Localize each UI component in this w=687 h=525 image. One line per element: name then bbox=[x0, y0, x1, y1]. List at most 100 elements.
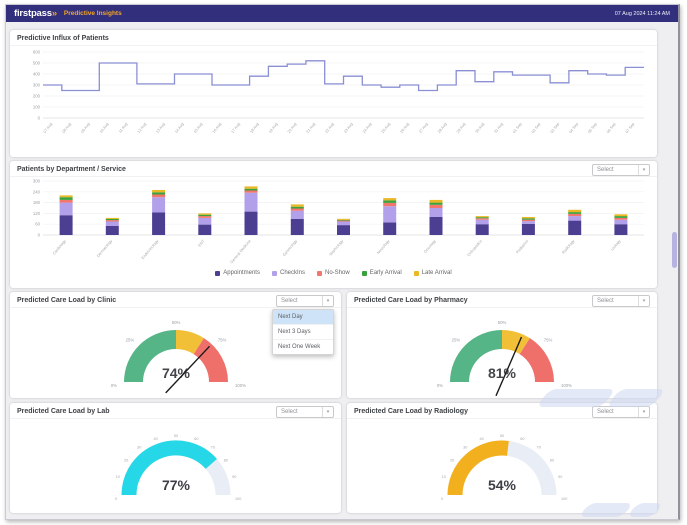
svg-text:General Medicine: General Medicine bbox=[230, 239, 252, 264]
svg-text:Gynecology: Gynecology bbox=[282, 239, 298, 257]
pharmacy-select[interactable]: Select ▾ bbox=[592, 294, 650, 307]
svg-text:25%: 25% bbox=[125, 337, 134, 342]
svg-text:12 Aug: 12 Aug bbox=[137, 122, 147, 134]
svg-text:24 Aug: 24 Aug bbox=[362, 122, 372, 134]
menu-item-next-3-days[interactable]: Next 3 Days bbox=[273, 325, 333, 340]
svg-text:400: 400 bbox=[33, 72, 41, 77]
menu-item-next-one-week[interactable]: Next One Week bbox=[278, 343, 321, 350]
influx-step-line-chart: 0 100 200 300 400 500 600 07 Aug 08 Aug 09 Aug 10 … bbox=[10, 46, 657, 150]
svg-text:09 Aug: 09 Aug bbox=[80, 122, 90, 134]
svg-text:0: 0 bbox=[441, 497, 443, 501]
svg-text:Cardiology: Cardiology bbox=[52, 239, 67, 256]
svg-text:90: 90 bbox=[232, 475, 236, 479]
svg-text:10 Aug: 10 Aug bbox=[99, 122, 109, 134]
svg-text:50: 50 bbox=[173, 434, 177, 438]
page-title: Predictive Insights bbox=[63, 10, 122, 17]
menu-item-next-day[interactable]: Next Day bbox=[273, 309, 333, 325]
legend-item-appointments: Appointments bbox=[215, 270, 260, 276]
svg-text:30: 30 bbox=[137, 445, 141, 449]
svg-text:300: 300 bbox=[33, 179, 41, 184]
svg-text:80: 80 bbox=[223, 458, 227, 462]
svg-text:20 Aug: 20 Aug bbox=[287, 122, 297, 134]
svg-text:Radiology: Radiology bbox=[561, 239, 575, 255]
svg-text:13 Aug: 13 Aug bbox=[155, 122, 165, 134]
card-care-load-pharmacy: Predicted Care Load by Pharmacy Select ▾… bbox=[347, 292, 657, 398]
select-label: Select bbox=[597, 166, 614, 173]
svg-text:100: 100 bbox=[33, 105, 41, 110]
svg-text:0%: 0% bbox=[110, 383, 116, 388]
svg-text:06 Sep: 06 Sep bbox=[606, 122, 617, 134]
svg-text:23 Aug: 23 Aug bbox=[343, 122, 353, 134]
svg-text:70: 70 bbox=[537, 445, 541, 449]
svg-text:11 Aug: 11 Aug bbox=[118, 122, 128, 134]
svg-text:300: 300 bbox=[33, 83, 41, 88]
svg-text:02 Sep: 02 Sep bbox=[531, 122, 542, 134]
svg-text:Neurology: Neurology bbox=[376, 239, 390, 255]
legend-swatch bbox=[361, 270, 367, 276]
svg-text:0: 0 bbox=[114, 497, 116, 501]
svg-text:17 Aug: 17 Aug bbox=[231, 122, 241, 134]
logo-chevrons-icon: » bbox=[51, 8, 57, 19]
svg-text:500: 500 bbox=[33, 61, 41, 66]
card-head: Predicted Care Load by Clinic Select ▾ N… bbox=[10, 292, 341, 355]
chevron-down-icon: ▾ bbox=[638, 406, 649, 417]
legend-label: Early Arrival bbox=[369, 270, 402, 276]
svg-text:75%: 75% bbox=[217, 337, 226, 342]
legend-item-no-show: No-Show bbox=[317, 270, 350, 276]
lab-select[interactable]: Select ▾ bbox=[276, 405, 334, 418]
svg-text:0: 0 bbox=[38, 233, 41, 238]
svg-text:30: 30 bbox=[463, 445, 467, 449]
legend-item-early-arrival: Early Arrival bbox=[361, 270, 402, 276]
legend-label: No-Show bbox=[325, 270, 350, 276]
legend-swatch bbox=[271, 270, 277, 276]
radiology-select[interactable]: Select ▾ bbox=[592, 405, 650, 418]
departments-select[interactable]: Select ▾ bbox=[592, 163, 650, 176]
svg-text:25%: 25% bbox=[452, 337, 461, 342]
svg-text:30 Aug: 30 Aug bbox=[475, 122, 485, 134]
svg-text:19 Aug: 19 Aug bbox=[268, 122, 278, 134]
chart-legend: Appointments CheckIns No-Show Early Arri… bbox=[10, 265, 657, 281]
svg-text:25 Aug: 25 Aug bbox=[381, 122, 391, 134]
svg-text:120: 120 bbox=[33, 211, 41, 216]
card-head: Predicted Care Load by Pharmacy Select ▾ bbox=[347, 292, 657, 308]
svg-text:27 Aug: 27 Aug bbox=[418, 122, 428, 134]
top-header: firstpass» Predictive Insights 07 Aug 20… bbox=[6, 5, 678, 22]
svg-text:50%: 50% bbox=[171, 320, 180, 325]
svg-text:Dermatology: Dermatology bbox=[96, 239, 113, 258]
svg-text:20: 20 bbox=[124, 458, 128, 462]
select-label: Select bbox=[281, 408, 298, 415]
card-title-clinic: Predicted Care Load by Clinic bbox=[17, 297, 117, 304]
chevron-down-icon: ▾ bbox=[322, 406, 333, 417]
card-care-load-clinic: Predicted Care Load by Clinic Select ▾ N… bbox=[10, 292, 341, 398]
svg-text:15 Aug: 15 Aug bbox=[193, 122, 203, 134]
svg-text:81%: 81% bbox=[488, 365, 517, 381]
svg-text:40: 40 bbox=[153, 437, 157, 441]
svg-text:07 Aug: 07 Aug bbox=[43, 122, 53, 134]
svg-text:10: 10 bbox=[442, 475, 446, 479]
svg-text:60: 60 bbox=[520, 437, 524, 441]
legend-label: Late Arrival bbox=[421, 270, 452, 276]
svg-text:54%: 54% bbox=[488, 477, 517, 493]
departments-stacked-bar-chart: 0 60 120 180 240 300 Cardiology Dermatology Endo… bbox=[10, 177, 657, 265]
card-care-load-lab: Predicted Care Load by Lab Select ▾ 0 10 2… bbox=[10, 403, 341, 513]
svg-text:100: 100 bbox=[235, 497, 241, 501]
pharmacy-gauge: 0% 25% 50% 75% 100% 81% bbox=[347, 308, 657, 396]
clinic-select[interactable]: Select ▾ bbox=[276, 294, 334, 307]
svg-text:01 Sep: 01 Sep bbox=[512, 122, 523, 134]
svg-text:08 Aug: 08 Aug bbox=[62, 122, 72, 134]
svg-text:600: 600 bbox=[33, 50, 41, 55]
svg-text:50: 50 bbox=[500, 434, 504, 438]
card-title-departments: Patients by Department / Service bbox=[17, 166, 126, 173]
legend-label: CheckIns bbox=[279, 270, 305, 276]
svg-text:Pediatrics: Pediatrics bbox=[515, 239, 529, 254]
svg-text:ENT: ENT bbox=[198, 239, 206, 248]
legend-label: Appointments bbox=[223, 270, 260, 276]
svg-text:100%: 100% bbox=[561, 383, 572, 388]
card-care-load-radiology: Predicted Care Load by Radiology Select … bbox=[347, 403, 657, 513]
card-title-lab: Predicted Care Load by Lab bbox=[17, 408, 110, 415]
svg-text:60: 60 bbox=[194, 437, 198, 441]
svg-text:05 Sep: 05 Sep bbox=[587, 122, 598, 134]
scrollbar-thumb[interactable] bbox=[672, 232, 677, 268]
svg-text:16 Aug: 16 Aug bbox=[212, 122, 222, 134]
clinic-select-menu: Next Day Next 3 Days Next One Week bbox=[272, 308, 334, 355]
